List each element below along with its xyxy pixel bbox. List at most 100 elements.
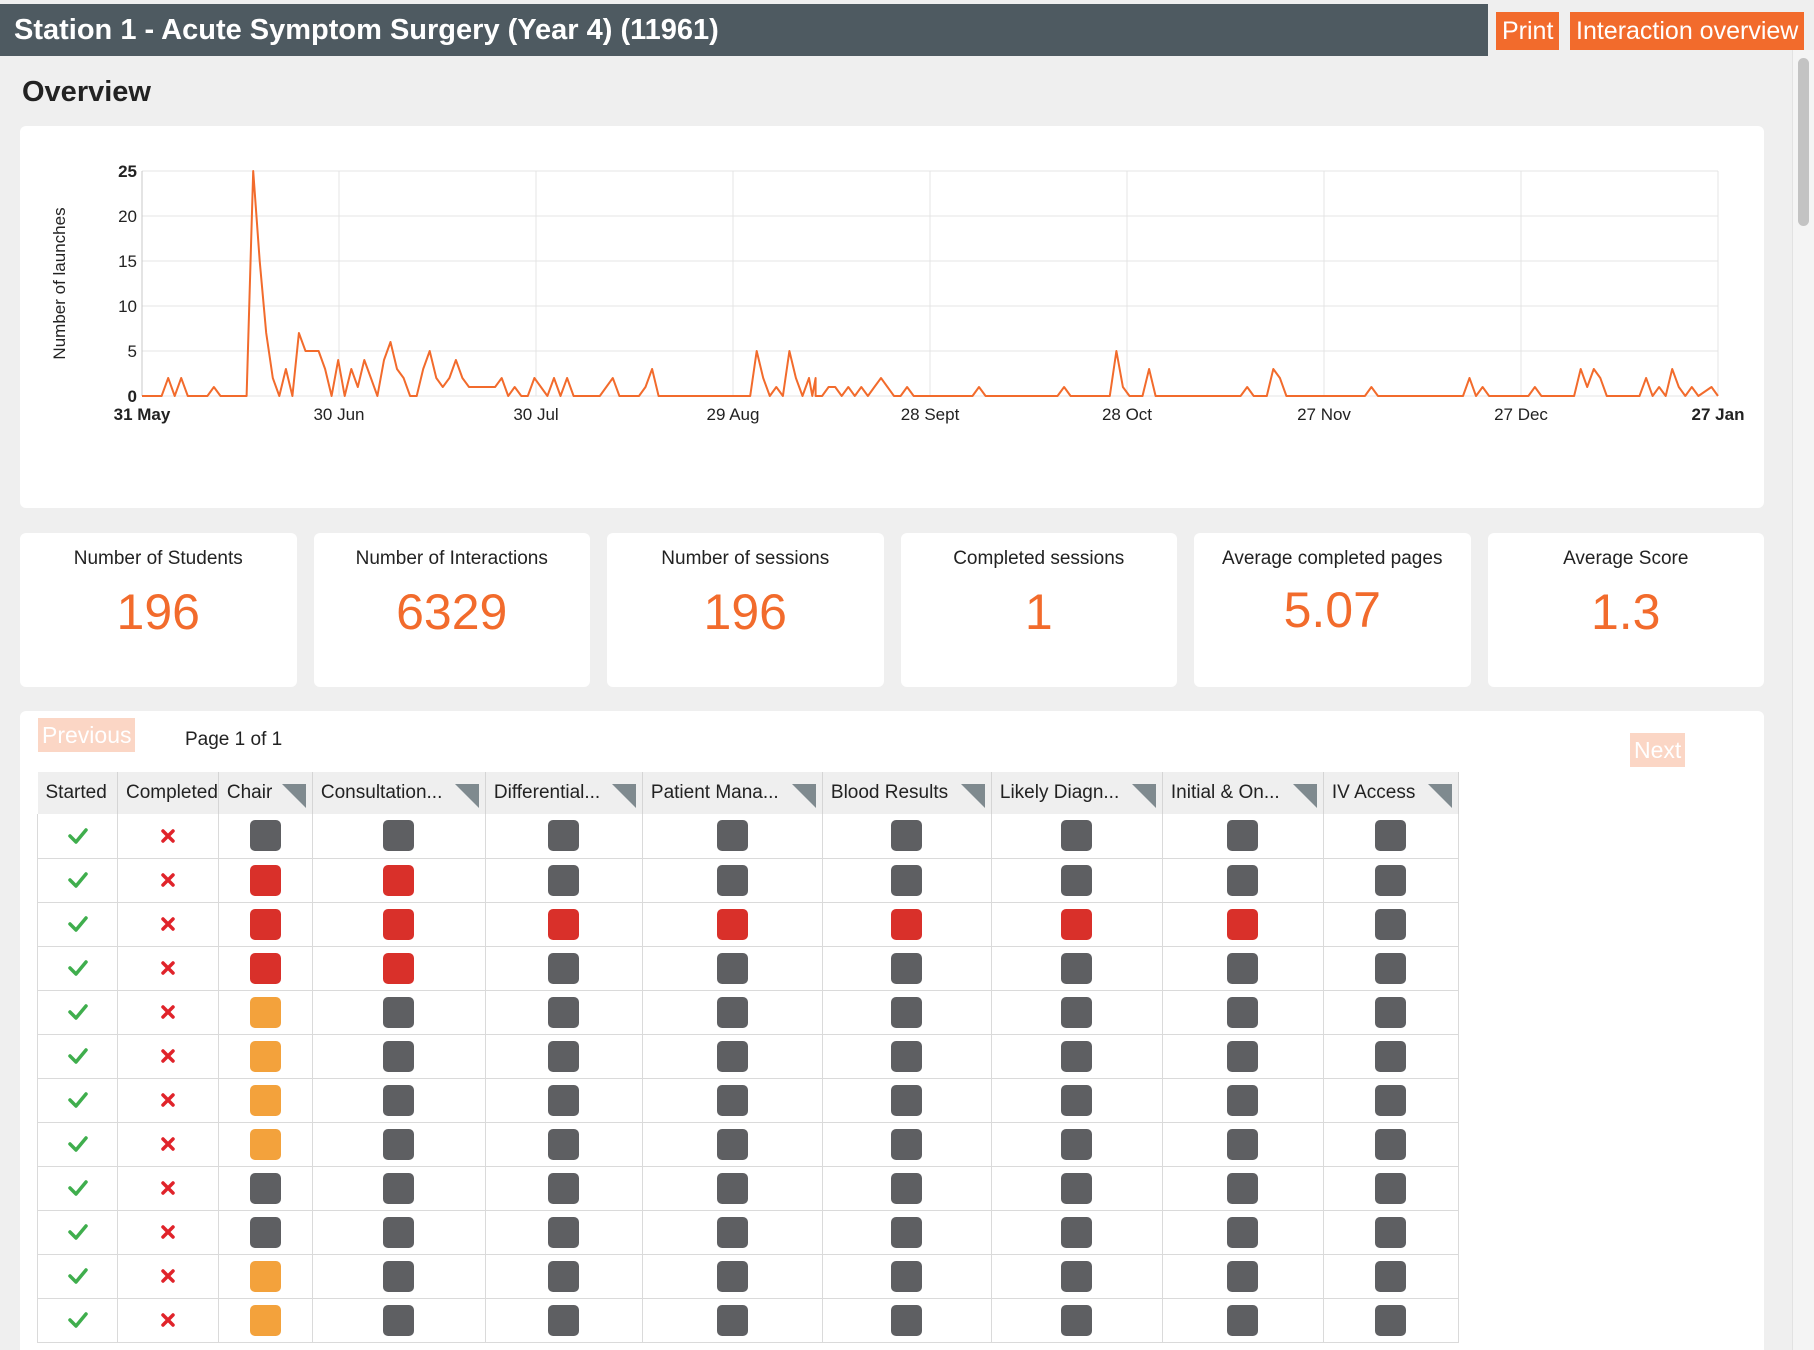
status-square-grey[interactable] [1375, 1260, 1407, 1292]
status-square-grey[interactable] [891, 1172, 923, 1204]
status-square-grey[interactable] [1061, 1128, 1093, 1160]
status-square-orange[interactable] [249, 1260, 281, 1292]
status-square-grey[interactable] [1061, 952, 1093, 984]
status-square-red[interactable] [1227, 908, 1259, 940]
status-square-grey[interactable] [1227, 1172, 1259, 1204]
status-square-grey[interactable] [1375, 952, 1407, 984]
status-square-grey[interactable] [1375, 1216, 1407, 1248]
status-square-grey[interactable] [548, 996, 580, 1028]
status-square-grey[interactable] [716, 1216, 748, 1248]
status-square-grey[interactable] [383, 1304, 415, 1336]
status-square-grey[interactable] [249, 820, 281, 852]
sort-filter-icon[interactable] [454, 784, 479, 808]
column-header[interactable]: Completed [117, 772, 219, 814]
status-square-grey[interactable] [891, 864, 923, 896]
status-square-grey[interactable] [1227, 864, 1259, 896]
status-square-grey[interactable] [1375, 908, 1407, 940]
column-header[interactable]: Initial & On... [1162, 772, 1324, 814]
status-square-grey[interactable] [1375, 1172, 1407, 1204]
status-square-grey[interactable] [249, 1216, 281, 1248]
column-header[interactable]: Likely Diagn... [991, 772, 1163, 814]
status-square-orange[interactable] [249, 1128, 281, 1160]
status-square-grey[interactable] [1061, 864, 1093, 896]
column-header[interactable]: Differential... [485, 772, 643, 814]
interaction-overview-button[interactable]: Interaction overview [1570, 12, 1805, 50]
status-square-red[interactable] [249, 864, 281, 896]
status-square-grey[interactable] [548, 864, 580, 896]
status-square-grey[interactable] [891, 952, 923, 984]
sort-filter-icon[interactable] [1292, 784, 1317, 808]
status-square-grey[interactable] [716, 1172, 748, 1204]
status-square-grey[interactable] [548, 952, 580, 984]
status-square-grey[interactable] [891, 1128, 923, 1160]
status-square-red[interactable] [1061, 908, 1093, 940]
status-square-grey[interactable] [1227, 1260, 1259, 1292]
status-square-grey[interactable] [548, 1260, 580, 1292]
print-button[interactable]: Print [1496, 12, 1560, 50]
status-square-red[interactable] [249, 952, 281, 984]
status-square-grey[interactable] [1227, 952, 1259, 984]
status-square-grey[interactable] [716, 864, 748, 896]
status-square-grey[interactable] [548, 1304, 580, 1336]
status-square-grey[interactable] [716, 1260, 748, 1292]
status-square-red[interactable] [891, 908, 923, 940]
status-square-grey[interactable] [1061, 1304, 1093, 1336]
status-square-grey[interactable] [891, 996, 923, 1028]
status-square-grey[interactable] [1375, 864, 1407, 896]
status-square-grey[interactable] [1061, 1040, 1093, 1072]
previous-page-button[interactable]: Previous [38, 718, 136, 752]
page-scrollbar[interactable] [1792, 50, 1814, 1350]
sort-filter-icon[interactable] [1131, 784, 1156, 808]
status-square-grey[interactable] [383, 1172, 415, 1204]
status-square-grey[interactable] [548, 1128, 580, 1160]
status-square-grey[interactable] [891, 1304, 923, 1336]
column-header[interactable]: Consultation... [312, 772, 486, 814]
column-header[interactable]: Chair [218, 772, 313, 814]
status-square-grey[interactable] [1227, 996, 1259, 1028]
status-square-grey[interactable] [548, 1172, 580, 1204]
status-square-grey[interactable] [383, 1260, 415, 1292]
status-square-orange[interactable] [249, 996, 281, 1028]
status-square-grey[interactable] [1061, 1084, 1093, 1116]
status-square-orange[interactable] [249, 1040, 281, 1072]
status-square-red[interactable] [716, 908, 748, 940]
status-square-grey[interactable] [548, 1084, 580, 1116]
status-square-grey[interactable] [1375, 1040, 1407, 1072]
status-square-grey[interactable] [383, 1040, 415, 1072]
status-square-grey[interactable] [249, 1172, 281, 1204]
next-page-button[interactable]: Next [1630, 733, 1686, 767]
sort-filter-icon[interactable] [1427, 784, 1452, 808]
status-square-grey[interactable] [1375, 1304, 1407, 1336]
status-square-red[interactable] [383, 908, 415, 940]
status-square-grey[interactable] [1061, 1260, 1093, 1292]
status-square-grey[interactable] [716, 820, 748, 852]
status-square-grey[interactable] [716, 996, 748, 1028]
status-square-grey[interactable] [891, 1260, 923, 1292]
status-square-red[interactable] [548, 908, 580, 940]
status-square-grey[interactable] [1061, 820, 1093, 852]
status-square-orange[interactable] [249, 1304, 281, 1336]
status-square-grey[interactable] [1375, 820, 1407, 852]
status-square-grey[interactable] [1227, 820, 1259, 852]
status-square-grey[interactable] [1061, 996, 1093, 1028]
status-square-grey[interactable] [1375, 1128, 1407, 1160]
status-square-grey[interactable] [1227, 1304, 1259, 1336]
status-square-grey[interactable] [383, 1084, 415, 1116]
status-square-grey[interactable] [716, 1304, 748, 1336]
status-square-grey[interactable] [548, 1216, 580, 1248]
status-square-grey[interactable] [891, 1040, 923, 1072]
status-square-grey[interactable] [548, 820, 580, 852]
column-header[interactable]: IV Access [1323, 772, 1459, 814]
status-square-grey[interactable] [716, 952, 748, 984]
sort-filter-icon[interactable] [611, 784, 636, 808]
status-square-orange[interactable] [249, 1084, 281, 1116]
status-square-red[interactable] [383, 952, 415, 984]
status-square-grey[interactable] [1227, 1084, 1259, 1116]
status-square-red[interactable] [249, 908, 281, 940]
status-square-grey[interactable] [1227, 1128, 1259, 1160]
status-square-grey[interactable] [548, 1040, 580, 1072]
status-square-grey[interactable] [891, 1216, 923, 1248]
sort-filter-icon[interactable] [791, 784, 816, 808]
column-header[interactable]: Blood Results [822, 772, 992, 814]
status-square-grey[interactable] [1227, 1040, 1259, 1072]
